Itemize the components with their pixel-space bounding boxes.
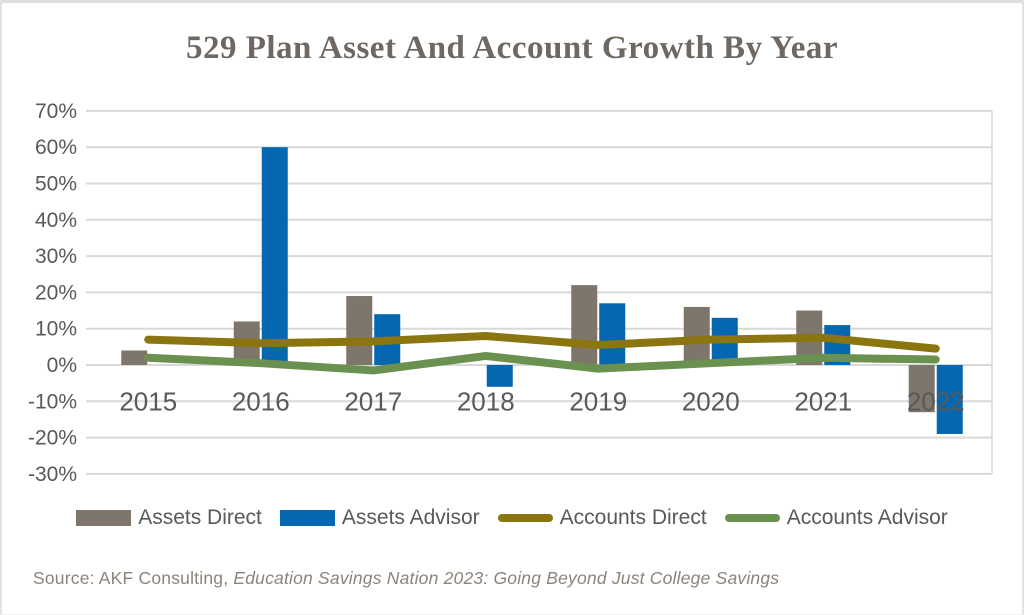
- legend-label: Accounts Advisor: [786, 506, 948, 529]
- source-prefix: Source: AKF Consulting,: [33, 568, 234, 588]
- x-axis-label-2018: 2018: [457, 386, 515, 416]
- chart-title: 529 Plan Asset And Account Growth By Yea…: [185, 30, 839, 66]
- bar-assets_direct-2022: [908, 365, 935, 413]
- y-axis-tick-label: 40%: [35, 209, 77, 232]
- accounts-direct-line-icon: [497, 514, 553, 522]
- bar-assets_advisor-2019: [599, 303, 626, 365]
- y-axis-tick-label: 20%: [35, 281, 77, 304]
- x-axis-label-2015: 2015: [119, 386, 177, 416]
- bar-assets_advisor-2016: [261, 147, 288, 365]
- source-title: Education Savings Nation 2023: Going Bey…: [233, 568, 780, 588]
- y-axis-tick-label: 50%: [35, 173, 77, 196]
- legend-label: Accounts Direct: [559, 506, 707, 529]
- x-axis-label-2021: 2021: [794, 386, 852, 416]
- accounts-advisor-line-icon: [724, 514, 780, 522]
- y-axis-tick-label: 30%: [35, 245, 77, 268]
- x-axis-label-2020: 2020: [682, 386, 740, 416]
- bar-assets_direct-2019: [571, 285, 598, 365]
- y-axis-tick-label: -20%: [28, 427, 77, 450]
- legend-item-assets-advisor: Assets Advisor: [279, 506, 480, 530]
- line-accounts_advisor: [144, 351, 940, 375]
- bar-assets_advisor-2022: [936, 365, 963, 434]
- legend-label: Assets Advisor: [341, 506, 480, 529]
- chart-legend: Assets Direct Assets Advisor Accounts Di…: [2, 506, 1022, 530]
- assets-direct-swatch-icon: [76, 510, 132, 526]
- y-axis-tick-label: -30%: [28, 463, 77, 486]
- source-citation: Source: AKF Consulting, Education Saving…: [33, 568, 779, 589]
- x-axis-label-2016: 2016: [232, 386, 290, 416]
- y-axis-tick-label: 0%: [47, 354, 77, 377]
- x-axis-label-2017: 2017: [344, 386, 402, 416]
- legend-label: Assets Direct: [138, 506, 262, 529]
- y-axis-tick-label: 60%: [35, 136, 77, 159]
- x-axis-label-2022: 2022: [907, 386, 965, 416]
- x-axis-label-2019: 2019: [569, 386, 627, 416]
- legend-item-accounts-direct: Accounts Direct: [497, 506, 707, 530]
- legend-item-assets-direct: Assets Direct: [76, 506, 262, 530]
- y-axis-tick-label: 70%: [35, 100, 77, 123]
- y-axis-tick-label: 10%: [35, 318, 77, 341]
- chart-plot-area: 70% 60% 50% 40% 30% 20% 10% 0% -10% -20% -30% 2015 2…: [28, 100, 993, 486]
- legend-item-accounts-advisor: Accounts Advisor: [724, 506, 948, 530]
- bar-assets_direct-2015: [121, 350, 148, 365]
- assets-advisor-swatch-icon: [279, 510, 335, 526]
- bar-assets_advisor-2018: [486, 365, 513, 387]
- y-axis-tick-label: -10%: [28, 390, 77, 413]
- bar-assets_direct-2017: [346, 296, 373, 365]
- line-accounts_direct: [144, 331, 940, 353]
